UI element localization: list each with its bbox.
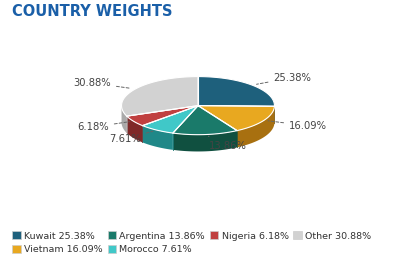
Polygon shape <box>127 116 143 142</box>
Polygon shape <box>173 106 237 135</box>
Text: 7.61%: 7.61% <box>109 131 153 144</box>
Text: 13.86%: 13.86% <box>208 136 246 150</box>
Polygon shape <box>198 106 274 131</box>
Polygon shape <box>143 106 198 133</box>
Text: COUNTRY WEIGHTS: COUNTRY WEIGHTS <box>12 4 172 19</box>
Text: 16.09%: 16.09% <box>268 121 327 131</box>
Legend: Kuwait 25.38%, Vietnam 16.09%, Argentina 13.86%, Morocco 7.61%, Nigeria 6.18%, O: Kuwait 25.38%, Vietnam 16.09%, Argentina… <box>9 228 375 258</box>
Text: 6.18%: 6.18% <box>77 122 129 132</box>
Polygon shape <box>122 77 198 116</box>
Polygon shape <box>237 106 274 147</box>
Polygon shape <box>122 106 127 133</box>
Text: 25.38%: 25.38% <box>257 73 311 84</box>
Polygon shape <box>127 106 198 126</box>
Polygon shape <box>173 131 237 151</box>
Polygon shape <box>143 126 173 150</box>
Text: 30.88%: 30.88% <box>73 78 131 88</box>
Polygon shape <box>198 77 274 106</box>
